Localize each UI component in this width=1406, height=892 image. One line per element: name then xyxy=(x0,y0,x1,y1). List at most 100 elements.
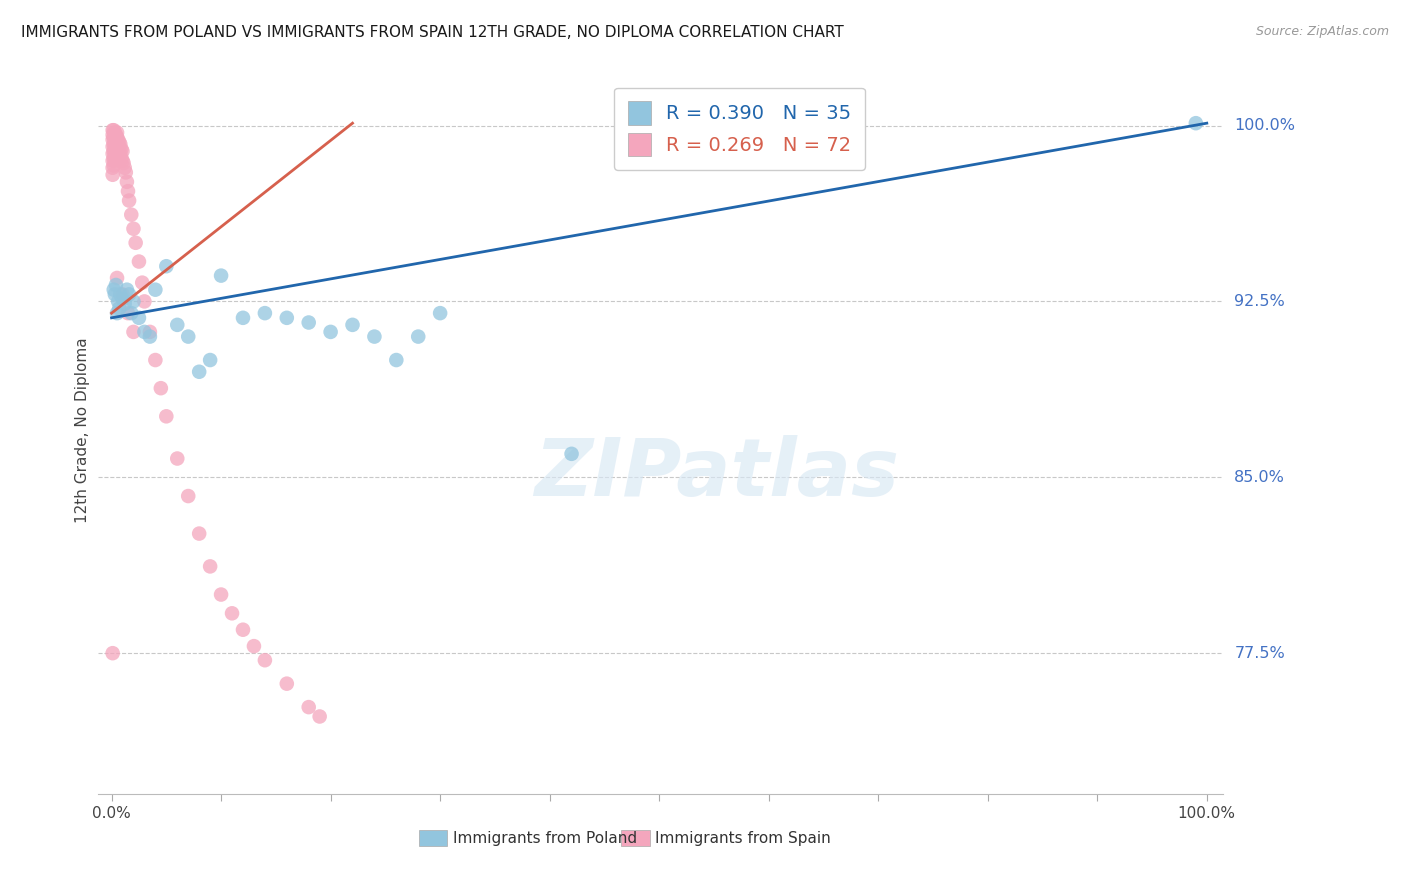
Point xyxy=(117,184,139,198)
Point xyxy=(177,489,200,503)
Bar xyxy=(621,830,650,847)
Point xyxy=(104,139,127,153)
Point xyxy=(145,283,167,297)
Point xyxy=(105,135,128,149)
Point xyxy=(198,353,221,368)
Point xyxy=(105,271,128,285)
Point xyxy=(103,145,125,159)
Point xyxy=(108,149,131,163)
Point xyxy=(209,588,232,602)
Text: 77.5%: 77.5% xyxy=(1234,646,1285,661)
Point xyxy=(105,142,128,156)
Point xyxy=(101,153,124,168)
Point xyxy=(128,254,150,268)
Point xyxy=(1185,116,1208,130)
Point xyxy=(110,142,132,156)
Point xyxy=(319,325,342,339)
Point xyxy=(298,316,321,330)
Point xyxy=(139,329,162,343)
Point xyxy=(103,123,125,137)
Point xyxy=(104,277,127,292)
Point xyxy=(103,137,125,152)
Point xyxy=(308,709,330,723)
Point xyxy=(110,146,132,161)
Point xyxy=(188,526,211,541)
Point xyxy=(232,310,254,325)
Point xyxy=(103,152,125,166)
Point xyxy=(209,268,232,283)
Point xyxy=(105,130,128,145)
Text: ZIPatlas: ZIPatlas xyxy=(534,435,900,513)
Point xyxy=(406,329,429,343)
Point xyxy=(104,135,127,149)
Point xyxy=(104,133,127,147)
Point xyxy=(101,133,124,147)
Point xyxy=(166,451,188,466)
Point xyxy=(108,142,131,156)
Point xyxy=(107,146,129,161)
Point xyxy=(166,318,188,332)
Point xyxy=(110,287,132,301)
Point xyxy=(110,152,132,166)
Point xyxy=(112,156,135,170)
Point xyxy=(115,175,138,189)
Point xyxy=(134,294,156,309)
Point xyxy=(363,329,385,343)
Point xyxy=(107,139,129,153)
Point xyxy=(107,133,129,147)
Point xyxy=(107,294,129,309)
Point xyxy=(253,306,276,320)
Point xyxy=(155,259,177,273)
Point xyxy=(103,130,125,145)
Point xyxy=(122,294,145,309)
Point xyxy=(104,149,127,163)
Point xyxy=(114,297,136,311)
Bar xyxy=(419,830,447,847)
Point xyxy=(103,158,125,172)
Point xyxy=(101,646,124,660)
Point xyxy=(104,142,127,156)
Point xyxy=(101,128,124,142)
Point xyxy=(117,306,139,320)
Point xyxy=(104,128,127,142)
Point xyxy=(101,161,124,175)
Point xyxy=(253,653,276,667)
Point xyxy=(108,301,131,316)
Point xyxy=(114,161,136,175)
Text: Immigrants from Spain: Immigrants from Spain xyxy=(655,830,831,846)
Point xyxy=(342,318,364,332)
Point xyxy=(122,221,145,235)
Point xyxy=(104,126,127,140)
Point xyxy=(221,607,243,621)
Text: 92.5%: 92.5% xyxy=(1234,293,1285,309)
Point xyxy=(111,292,134,306)
Point xyxy=(139,325,162,339)
Legend: R = 0.390   N = 35, R = 0.269   N = 72: R = 0.390 N = 35, R = 0.269 N = 72 xyxy=(614,87,865,170)
Point xyxy=(108,135,131,149)
Point xyxy=(101,123,124,137)
Point xyxy=(276,310,298,325)
Point xyxy=(104,287,127,301)
Point xyxy=(111,145,134,159)
Point xyxy=(105,306,128,320)
Point xyxy=(111,287,134,301)
Point xyxy=(118,287,141,301)
Point xyxy=(429,306,451,320)
Point xyxy=(104,146,127,161)
Point xyxy=(131,276,153,290)
Point xyxy=(145,353,167,368)
Point xyxy=(120,306,142,320)
Text: Immigrants from Poland: Immigrants from Poland xyxy=(453,830,637,846)
Point xyxy=(177,329,200,343)
Point xyxy=(124,235,146,250)
Point xyxy=(232,623,254,637)
Point xyxy=(120,208,142,222)
Point xyxy=(155,409,177,424)
Point xyxy=(243,639,266,653)
Text: 85.0%: 85.0% xyxy=(1234,470,1285,484)
Point xyxy=(134,325,156,339)
Point xyxy=(110,137,132,152)
Point xyxy=(104,153,127,168)
Point xyxy=(188,365,211,379)
Point xyxy=(101,139,124,153)
